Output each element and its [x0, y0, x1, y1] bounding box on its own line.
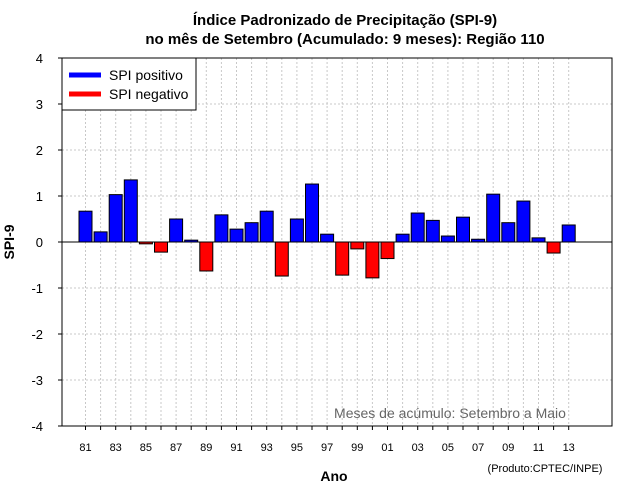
bars-group — [78, 179, 576, 279]
accumulation-note: Meses de acúmulo: Setembro a Maio — [334, 405, 566, 421]
y-tick-label: -1 — [31, 281, 43, 296]
x-tick-label: 85 — [140, 442, 152, 454]
y-axis-ticks: 4 3 2 1 0 -1 -2 -3 -4 — [31, 51, 62, 434]
bar-1984 — [123, 179, 138, 243]
bar-2000 — [365, 241, 380, 279]
bar-1982 — [93, 231, 108, 243]
bar-2002 — [395, 233, 410, 243]
bar-1986 — [154, 241, 168, 253]
product-credit: (Produto:CPTEC/INPE) — [488, 463, 603, 475]
x-tick-label: 05 — [442, 442, 454, 454]
legend-negative-label: SPI negativo — [109, 86, 189, 102]
bar-1993 — [259, 210, 274, 243]
y-tick-label: -3 — [31, 373, 43, 388]
y-tick-label: -4 — [31, 419, 43, 434]
x-tick-label: 91 — [230, 442, 242, 454]
bar-1996 — [305, 183, 319, 243]
x-tick-label: 81 — [79, 442, 91, 454]
x-tick-label: 95 — [291, 442, 303, 454]
bar-2007 — [471, 238, 486, 243]
bar-2009 — [501, 222, 516, 243]
legend-box — [61, 57, 197, 111]
bar-2003 — [410, 212, 425, 243]
bar-1995 — [289, 218, 304, 243]
bar-2012 — [546, 241, 561, 254]
chart-title-line2: no mês de Setembro (Acumulado: 9 meses):… — [145, 31, 544, 48]
x-tick-label: 99 — [351, 442, 363, 454]
x-tick-label: 03 — [412, 442, 424, 454]
y-tick-label: 3 — [36, 97, 43, 112]
y-tick-label: -2 — [31, 327, 43, 342]
bar-1997 — [320, 233, 335, 243]
bar-1981 — [78, 210, 93, 243]
bar-1992 — [244, 222, 259, 243]
y-tick-label: 2 — [36, 143, 43, 158]
x-axis-label: Ano — [320, 468, 347, 484]
bar-1991 — [229, 228, 244, 243]
bar-1987 — [169, 218, 184, 243]
x-tick-label: 11 — [533, 442, 544, 454]
y-tick-label: 4 — [36, 51, 43, 66]
bar-2008 — [486, 193, 501, 243]
bar-2005 — [440, 235, 455, 243]
bar-1998 — [335, 241, 350, 276]
bar-2010 — [516, 200, 531, 243]
bar-2011 — [531, 237, 546, 243]
bar-2001 — [380, 241, 395, 260]
y-tick-label: 1 — [36, 189, 43, 204]
bar-1990 — [214, 214, 229, 243]
x-tick-label: 01 — [381, 442, 393, 454]
bar-1988 — [184, 239, 199, 243]
x-tick-label: 13 — [563, 442, 575, 454]
bar-1994 — [274, 241, 289, 277]
bar-2004 — [425, 219, 440, 243]
bar-1983 — [108, 194, 123, 243]
bar-1985 — [138, 241, 153, 245]
chart-title-line1: Índice Padronizado de Precipitação (SPI-… — [193, 12, 497, 29]
x-tick-label: 07 — [472, 442, 484, 454]
x-tick-label: 87 — [170, 442, 182, 454]
bar-2013 — [561, 224, 576, 243]
legend-positive-label: SPI positivo — [109, 67, 183, 83]
bar-2006 — [456, 216, 470, 243]
x-tick-label: 83 — [110, 442, 122, 454]
x-tick-label: 93 — [261, 442, 273, 454]
legend: SPI positivo SPI negativo — [61, 57, 197, 111]
bar-1989 — [199, 241, 214, 272]
y-tick-label: 0 — [36, 235, 43, 250]
x-tick-label: 97 — [321, 442, 333, 454]
y-axis-label: SPI-9 — [1, 224, 17, 259]
x-tick-label: 89 — [200, 442, 212, 454]
x-tick-label: 09 — [502, 442, 514, 454]
x-axis-ticks: 81 83 85 87 89 91 93 95 97 99 01 03 05 07 09 11 13 — [79, 426, 575, 454]
bar-1999 — [350, 241, 365, 250]
